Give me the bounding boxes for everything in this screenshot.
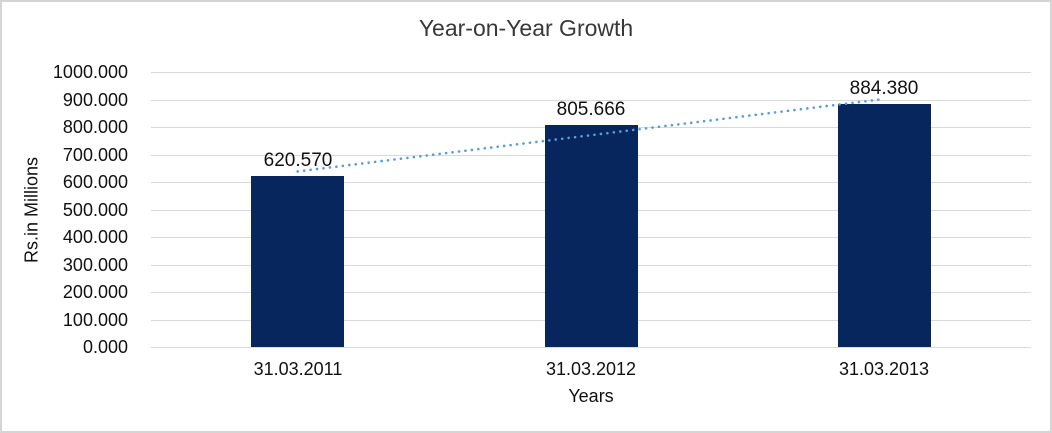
- y-tick-label: 400.000: [62, 227, 128, 247]
- trendline: [296, 97, 886, 173]
- y-tick-label: 600.000: [62, 172, 128, 192]
- x-axis-title: Years: [568, 386, 614, 406]
- bar: [545, 125, 638, 347]
- y-tick-label: 100.000: [62, 310, 128, 330]
- gridline: [151, 347, 1031, 348]
- bar-value-label: 884.380: [849, 78, 919, 99]
- gridline: [151, 72, 1031, 73]
- y-tick-label: 700.000: [62, 145, 128, 165]
- y-tick-label: 500.000: [62, 200, 128, 220]
- y-tick-label: 900.000: [62, 90, 128, 110]
- x-tick-label: 31.03.2012: [545, 359, 637, 379]
- bar-value-label: 620.570: [263, 150, 333, 171]
- gridline: [151, 100, 1031, 101]
- y-tick-label: 1000.000: [52, 62, 128, 82]
- bar: [251, 176, 344, 347]
- y-tick-label: 800.000: [62, 117, 128, 137]
- bar: [838, 104, 931, 347]
- y-tick-label: 300.000: [62, 255, 128, 275]
- y-tick-label: 0.000: [82, 337, 128, 357]
- bar-value-label: 805.666: [556, 99, 626, 120]
- plot-area: [151, 72, 1031, 348]
- x-tick-label: 31.03.2013: [838, 359, 930, 379]
- y-tick-label: 200.000: [62, 282, 128, 302]
- x-tick-label: 31.03.2011: [253, 359, 343, 379]
- chart-title: Year-on-Year Growth: [418, 15, 634, 41]
